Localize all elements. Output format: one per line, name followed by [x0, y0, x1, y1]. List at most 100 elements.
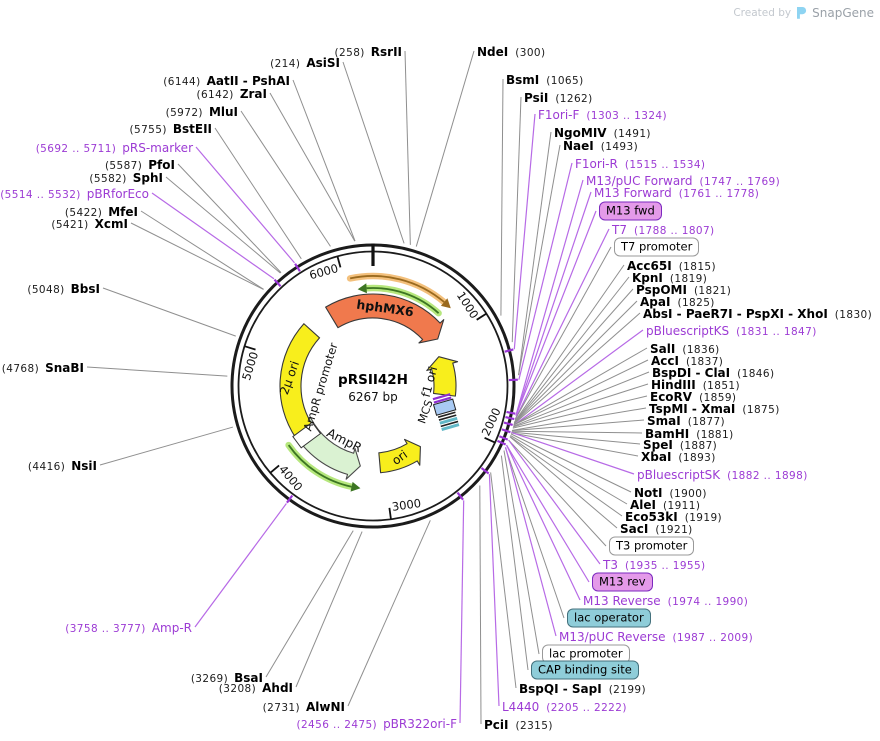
site-label-ecorv[interactable]: EcoRV (1859)	[650, 388, 736, 404]
site-label-bspdi-clai[interactable]: BspDI - ClaI (1846)	[652, 364, 774, 380]
site-label-hindiii[interactable]: HindIII (1851)	[651, 376, 740, 392]
feature-tag-lac-operator[interactable]: lac operator	[567, 608, 651, 628]
feature-ori[interactable]	[378, 438, 421, 474]
primer-label-prs-marker[interactable]: (5692 .. 5711) pRS-marker	[36, 139, 193, 155]
feature-f1-ori[interactable]	[426, 356, 459, 397]
primer-label-l4440[interactable]: L4440 (2205 .. 2222)	[502, 698, 627, 714]
feature-tag-t3-promoter[interactable]: T3 promoter	[609, 536, 695, 556]
primer-label-amp-r[interactable]: (3758 .. 3777) Amp-R	[65, 619, 192, 635]
site-label-apai[interactable]: ApaI (1825)	[640, 293, 715, 309]
label-position: (1493)	[600, 141, 639, 153]
callout-line-bsmi	[500, 78, 504, 316]
primer-label-m13-reverse[interactable]: M13 Reverse (1974 .. 1990)	[583, 592, 748, 608]
primer-label-m13-forward[interactable]: M13 Forward (1761 .. 1778)	[594, 184, 759, 200]
primer-marker	[480, 467, 490, 475]
label-name: AsiSI	[306, 56, 340, 70]
site-label-bbsi[interactable]: (5048) BbsI	[27, 280, 100, 296]
label-name: KpnI	[632, 271, 663, 285]
label-name: AhdI	[262, 681, 293, 695]
callout-line-t7-promoter	[514, 246, 612, 421]
primer-marker	[294, 263, 301, 272]
feature-mcs-stack[interactable]	[432, 393, 461, 432]
primer-label-m13-puc-forward[interactable]: M13/pUC Forward (1747 .. 1769)	[586, 172, 780, 188]
feature-2u-ori[interactable]	[279, 322, 321, 439]
primer-label-f1ori-r[interactable]: F1ori-R (1515 .. 1534)	[575, 155, 705, 171]
site-label-saci[interactable]: SacI (1921)	[620, 520, 693, 536]
reverse-orf-arrow	[357, 283, 442, 317]
feature-tag-m13-fwd[interactable]: M13 fwd	[599, 201, 662, 221]
site-label-bsteii[interactable]: (5755) BstEII	[130, 120, 212, 136]
site-label-naei[interactable]: NaeI (1493)	[563, 137, 638, 153]
site-label-pfoi[interactable]: (5587) PfoI	[105, 156, 175, 172]
callout-line-m13-rev	[506, 444, 590, 583]
site-label-ndei[interactable]: NdeI (300)	[477, 43, 545, 59]
callout-line-bspqi-sapi	[490, 472, 517, 689]
label-name: HindIII	[651, 378, 696, 392]
label-position: (5421)	[51, 219, 89, 231]
site-label-sphi[interactable]: (5582) SphI	[89, 169, 163, 185]
site-label-pspomi[interactable]: PspOMI (1821)	[636, 281, 731, 297]
site-label-aatii-pshai[interactable]: (6144) AatII - PshAI	[163, 72, 290, 88]
site-label-rsrii[interactable]: (258) RsrII	[335, 43, 402, 59]
site-label-xbai[interactable]: XbaI (1893)	[641, 448, 716, 464]
site-label-sali[interactable]: SalI (1836)	[650, 340, 720, 356]
primer-label-pbluescriptks[interactable]: pBluescriptKS (1831 .. 1847)	[646, 322, 817, 338]
site-label-spei[interactable]: SpeI (1887)	[643, 436, 717, 452]
site-label-smai[interactable]: SmaI (1877)	[647, 412, 725, 428]
site-label-asisi[interactable]: (214) AsiSI	[270, 54, 340, 70]
label-position: (5048)	[27, 284, 65, 296]
primer-label-pbr322ori-f[interactable]: (2456 .. 2475) pBR322ori-F	[296, 715, 457, 731]
label-position: (1303 .. 1324)	[586, 110, 667, 122]
callout-line-xbai	[511, 432, 639, 457]
label-position: (5755)	[129, 124, 167, 136]
site-label-ngomiv[interactable]: NgoMIV (1491)	[554, 124, 651, 140]
site-label-bamhi[interactable]: BamHI (1881)	[645, 425, 734, 441]
site-label-zrai[interactable]: (6142) ZraI	[196, 85, 267, 101]
feature-tag-cap-binding-site[interactable]: CAP binding site	[531, 660, 639, 680]
site-label-snabi[interactable]: (4768) SnaBI	[2, 359, 84, 375]
primer-label-pbrforeco[interactable]: (5514 .. 5532) pBRforEco	[0, 185, 149, 201]
label-name: PciI	[484, 718, 509, 732]
label-position: (1747 .. 1769)	[699, 176, 781, 188]
site-label-bsmi[interactable]: BsmI (1065)	[506, 71, 584, 87]
site-label-ahdi[interactable]: (3208) AhdI	[219, 679, 293, 695]
site-label-mfei[interactable]: (5422) MfeI	[65, 203, 138, 219]
feature-hphmx6[interactable]	[325, 293, 445, 344]
site-label-mlui[interactable]: (5972) MluI	[166, 103, 238, 119]
tick-label-3000: 3000	[391, 496, 422, 514]
label-name: SmaI	[647, 414, 681, 428]
label-name: BamHI	[645, 427, 690, 441]
primer-label-pbluescriptsk[interactable]: pBluescriptSK (1882 .. 1898)	[637, 466, 808, 482]
label-position: (1836)	[682, 344, 720, 356]
site-label-xcmi[interactable]: (5421) XcmI	[51, 215, 128, 231]
site-label-noti[interactable]: NotI (1900)	[634, 484, 707, 500]
primer-label-f1ori-f[interactable]: F1ori-F (1303 .. 1324)	[538, 106, 667, 122]
site-label-pcii[interactable]: PciI (2315)	[484, 716, 553, 732]
site-label-nsii[interactable]: (4416) NsiI	[28, 457, 97, 473]
primer-label-t3[interactable]: T3 (1935 .. 1955)	[603, 556, 706, 572]
label-position: (1815)	[678, 261, 717, 273]
feature-ampr-promoter-box[interactable]	[292, 421, 322, 449]
site-label-alei[interactable]: AleI (1911)	[630, 496, 700, 512]
site-label-absi-paer7i-pspxi-xhoi[interactable]: AbsI - PaeR7I - PspXI - XhoI (1830)	[643, 305, 872, 321]
callout-line-spei	[511, 431, 641, 445]
label-position: (1881)	[696, 429, 734, 441]
label-position: (2199)	[608, 684, 647, 696]
site-label-acc65i[interactable]: Acc65I (1815)	[627, 257, 716, 273]
site-label-eco53ki[interactable]: Eco53kI (1919)	[625, 508, 722, 524]
site-label-bspqi-sapi[interactable]: BspQI - SapI (2199)	[519, 680, 646, 696]
primer-label-t7[interactable]: T7 (1788 .. 1807)	[612, 221, 715, 237]
site-label-psii[interactable]: PsiI (1262)	[524, 89, 593, 105]
site-label-alwni[interactable]: (2731) AlwNI	[263, 698, 345, 714]
site-label-bsai[interactable]: (3269) BsaI	[191, 669, 263, 685]
feature-tag-m13-rev[interactable]: M13 rev	[592, 572, 653, 592]
tick-4000	[269, 464, 280, 474]
site-label-kpni[interactable]: KpnI (1819)	[632, 269, 707, 285]
site-label-acci[interactable]: AccI (1837)	[651, 352, 723, 368]
site-label-tspmi-xmai[interactable]: TspMI - XmaI (1875)	[649, 400, 780, 416]
primer-label-m13-puc-reverse[interactable]: M13/pUC Reverse (1987 .. 2009)	[559, 628, 753, 644]
callout-line-hindiii	[512, 383, 649, 428]
callout-line-snabi	[86, 366, 228, 377]
feature-tag-t7-promoter[interactable]: T7 promoter	[614, 237, 700, 257]
